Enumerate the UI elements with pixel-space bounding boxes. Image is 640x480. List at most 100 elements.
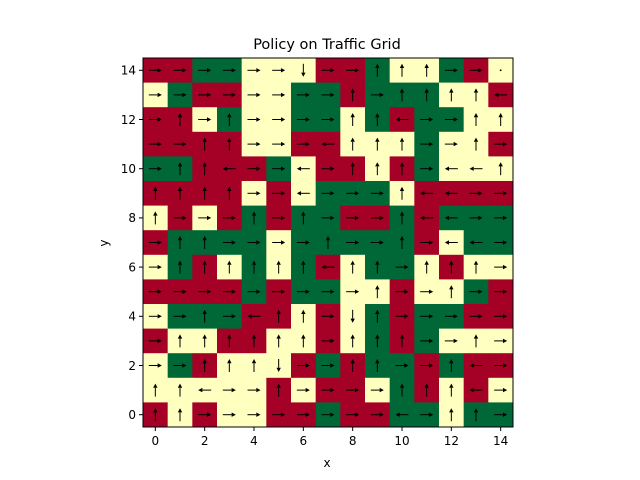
policy-arrow-13-10	[469, 166, 483, 171]
y-tick-label: 4	[128, 310, 136, 324]
policy-arrow-0-1	[153, 383, 158, 397]
policy-arrow-4-12	[247, 117, 261, 122]
policy-arrow-0-4	[148, 314, 162, 319]
policy-arrow-4-11	[247, 141, 261, 147]
policy-arrow-7-10	[321, 166, 335, 171]
policy-arrow-1-3	[177, 334, 183, 348]
policy-arrow-9-3	[375, 334, 380, 348]
policy-arrow-0-3	[148, 338, 162, 344]
policy-arrow-9-2	[375, 359, 380, 372]
policy-arrow-14-5	[494, 289, 508, 294]
policy-arrow-5-11	[272, 141, 286, 147]
policy-arrow-13-0	[473, 408, 479, 422]
policy-arrow-10-14	[399, 63, 405, 77]
policy-arrow-2-10	[202, 162, 207, 176]
policy-arrow-13-9	[469, 191, 483, 196]
policy-arrow-10-3	[399, 334, 405, 348]
policy-arrow-8-6	[350, 260, 355, 274]
policy-arrow-3-11	[227, 137, 232, 151]
policy-arrow-5-13	[272, 92, 286, 98]
policy-arrow-4-0	[247, 412, 261, 417]
policy-arrow-8-10	[350, 162, 355, 176]
policy-arrow-7-6	[321, 264, 335, 270]
policy-arrow-9-1	[370, 387, 384, 393]
policy-arrow-0-5	[148, 289, 162, 294]
policy-arrow-13-12	[473, 113, 479, 126]
policy-arrow-11-2	[420, 363, 434, 368]
policy-arrow-1-8	[173, 215, 187, 221]
policy-arrow-11-7	[420, 240, 434, 245]
policy-arrow-14-3	[494, 338, 508, 344]
policy-arrow-6-3	[301, 334, 306, 348]
policy-arrow-12-13	[449, 88, 454, 102]
policy-arrow-10-9	[399, 186, 405, 200]
policy-arrow-13-1	[469, 387, 483, 393]
policy-arrow-3-0	[222, 412, 236, 417]
policy-arrow-8-8	[346, 215, 360, 221]
policy-arrow-10-4	[395, 314, 409, 319]
policy-arrow-3-12	[227, 113, 232, 126]
policy-arrow-0-9	[153, 186, 158, 200]
policy-arrow-5-0	[272, 412, 286, 417]
policy-arrow-8-2	[350, 359, 355, 372]
policy-arrow-1-2	[173, 363, 187, 368]
policy-arrow-2-0	[198, 412, 212, 417]
policy-arrow-11-3	[420, 338, 434, 344]
policy-arrow-0-14	[148, 68, 162, 73]
policy-arrow-3-9	[227, 186, 232, 200]
policy-arrow-2-13	[198, 92, 212, 98]
x-tick-label: 10	[394, 434, 409, 448]
policy-arrow-9-9	[370, 191, 384, 196]
policy-arrow-6-12	[296, 117, 310, 122]
policy-arrow-3-5	[222, 289, 236, 294]
policy-arrow-7-0	[321, 412, 335, 417]
x-tick-label: 0	[152, 434, 160, 448]
policy-arrow-14-10	[498, 162, 503, 176]
policy-arrow-12-10	[444, 166, 458, 171]
policy-arrow-1-0	[177, 408, 183, 422]
policy-arrow-4-3	[251, 334, 257, 348]
policy-arrow-6-6	[301, 260, 306, 274]
policy-arrow-6-1	[296, 387, 310, 393]
policy-arrow-0-6	[148, 264, 162, 270]
policy-arrow-1-1	[177, 383, 183, 397]
policy-arrow-12-11	[444, 141, 458, 147]
policy-arrow-6-5	[296, 289, 310, 294]
policy-arrow-10-6	[395, 264, 409, 270]
y-axis-ticks: 0 2 4 6 8 10 12 14	[121, 64, 143, 422]
policy-arrow-3-3	[227, 334, 232, 348]
policy-arrow-14-6	[494, 264, 508, 270]
policy-arrows	[148, 63, 508, 422]
policy-arrow-14-4	[494, 314, 508, 319]
y-tick-label: 8	[128, 211, 136, 225]
policy-arrow-9-7	[370, 240, 384, 245]
policy-arrow-10-13	[399, 88, 405, 102]
policy-arrow-12-6	[449, 260, 454, 274]
policy-arrow-10-7	[399, 236, 405, 249]
y-tick-label: 12	[121, 113, 136, 127]
policy-arrow-2-2	[202, 359, 207, 372]
policy-arrow-10-5	[395, 289, 409, 294]
policy-arrow-11-9	[420, 191, 434, 196]
policy-arrow-0-12	[148, 117, 162, 122]
policy-arrow-4-2	[251, 359, 257, 372]
policy-arrow-3-7	[222, 240, 236, 245]
policy-arrow-6-14	[301, 63, 306, 77]
policy-arrow-2-5	[198, 289, 212, 294]
policy-arrow-7-3	[321, 338, 335, 344]
policy-arrow-5-4	[276, 309, 281, 323]
x-tick-label: 6	[300, 434, 308, 448]
policy-arrow-5-1	[276, 383, 281, 397]
policy-arrow-3-6	[227, 260, 232, 274]
policy-arrow-3-14	[222, 68, 236, 73]
policy-arrow-13-4	[469, 314, 483, 319]
policy-arrow-2-9	[202, 186, 207, 200]
policy-arrow-9-13	[370, 92, 384, 98]
policy-arrow-8-11	[350, 137, 355, 151]
policy-arrow-5-3	[276, 334, 281, 348]
policy-arrow-0-8	[153, 211, 158, 225]
policy-arrow-10-12	[395, 117, 409, 122]
policy-arrow-9-4	[375, 309, 380, 323]
x-axis-label: x	[323, 456, 330, 470]
policy-arrow-14-11	[494, 141, 508, 147]
